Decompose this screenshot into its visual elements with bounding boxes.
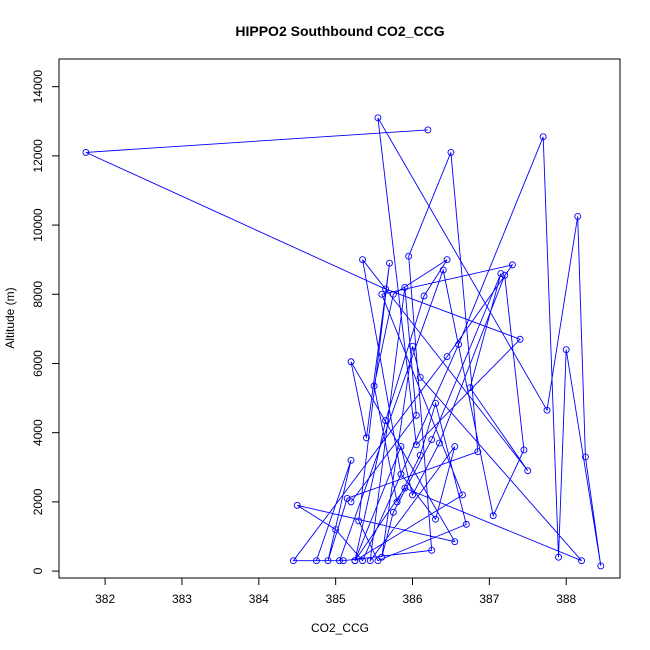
chart-title: HIPPO2 Southbound CO2_CCG [235, 23, 444, 39]
data-point [336, 557, 343, 565]
data-point [443, 353, 451, 361]
x-tick-label: 387 [479, 592, 499, 606]
data-point [339, 557, 347, 565]
data-point [374, 557, 382, 565]
data-point [416, 373, 424, 381]
data-point [439, 266, 447, 274]
data-point [386, 259, 393, 267]
data-point [332, 526, 340, 534]
y-tick-label: 8000 [31, 281, 45, 308]
data-point [401, 283, 409, 291]
data-point [562, 346, 570, 354]
data-point [374, 114, 382, 122]
data-point [424, 126, 432, 134]
x-tick-label: 386 [402, 592, 422, 606]
data-point [516, 335, 524, 343]
series-line [85, 117, 602, 566]
data-point [597, 562, 605, 570]
data-point [359, 557, 367, 565]
y-tick-label: 14000 [31, 70, 45, 104]
x-tick-label: 385 [326, 592, 346, 606]
data-point [428, 546, 436, 554]
data-point [397, 443, 405, 450]
data-point [578, 557, 586, 565]
data-point [432, 399, 440, 407]
data-point [447, 148, 455, 156]
x-axis: 382 383 384 385 386 387 388 [95, 577, 577, 606]
data-point [435, 439, 443, 447]
y-tick-label: 4000 [31, 419, 45, 446]
data-point [382, 417, 390, 425]
x-tick-label: 383 [172, 592, 192, 606]
data-point [428, 436, 436, 444]
y-tick-label: 12000 [31, 139, 45, 173]
x-axis-label: CO2_CCG [311, 621, 369, 635]
data-point [347, 358, 355, 366]
data-point [366, 557, 374, 565]
x-tick-label: 382 [95, 592, 115, 606]
data-point [489, 512, 497, 520]
data-point [405, 252, 413, 260]
data-point [347, 498, 355, 506]
data-point [520, 446, 528, 454]
x-tick-label: 388 [556, 592, 576, 606]
y-tick-label: 2000 [31, 488, 45, 515]
data-point [393, 498, 401, 506]
data-point [497, 270, 505, 277]
data-point [82, 148, 90, 156]
y-tick-label: 0 [31, 567, 45, 574]
y-axis: 0 2000 4000 6000 8000 10000 12000 14000 [31, 70, 60, 574]
data-point [508, 261, 516, 269]
data-point [359, 256, 367, 264]
data-point [293, 501, 301, 509]
data-point [412, 441, 420, 449]
data-point [432, 515, 440, 523]
data-point [370, 382, 378, 390]
data-point [347, 456, 355, 464]
series-co2-ccg [82, 114, 605, 570]
data-point [574, 212, 582, 220]
data-point [343, 494, 351, 502]
data-point [555, 553, 562, 561]
data-point [378, 290, 386, 298]
data-point [382, 285, 390, 293]
data-point [474, 448, 482, 456]
data-point [416, 451, 424, 459]
data-point [362, 434, 370, 442]
y-tick-label: 10000 [31, 208, 45, 242]
data-point [378, 553, 386, 561]
data-point [451, 538, 459, 546]
data-point [401, 484, 409, 492]
data-point [581, 453, 589, 461]
data-point [409, 342, 416, 350]
data-point [524, 467, 532, 475]
data-point [451, 443, 459, 450]
y-tick-label: 6000 [31, 350, 45, 377]
data-point [312, 557, 320, 565]
data-point [409, 491, 416, 499]
data-point [459, 491, 466, 499]
data-point [501, 271, 509, 279]
data-point [324, 557, 332, 565]
data-point [462, 520, 470, 528]
data-point [443, 256, 451, 264]
x-tick-label: 384 [249, 592, 269, 606]
data-point [412, 411, 420, 419]
data-point [351, 557, 359, 565]
data-point [420, 292, 428, 300]
data-point [289, 557, 297, 565]
data-point [455, 341, 463, 348]
data-point [355, 517, 363, 525]
data-point [389, 290, 397, 298]
data-point [397, 470, 405, 478]
data-point [466, 384, 474, 392]
data-point [539, 133, 547, 141]
data-point [543, 406, 551, 414]
data-point [389, 508, 397, 516]
y-axis-label: Altitude (m) [3, 287, 17, 348]
